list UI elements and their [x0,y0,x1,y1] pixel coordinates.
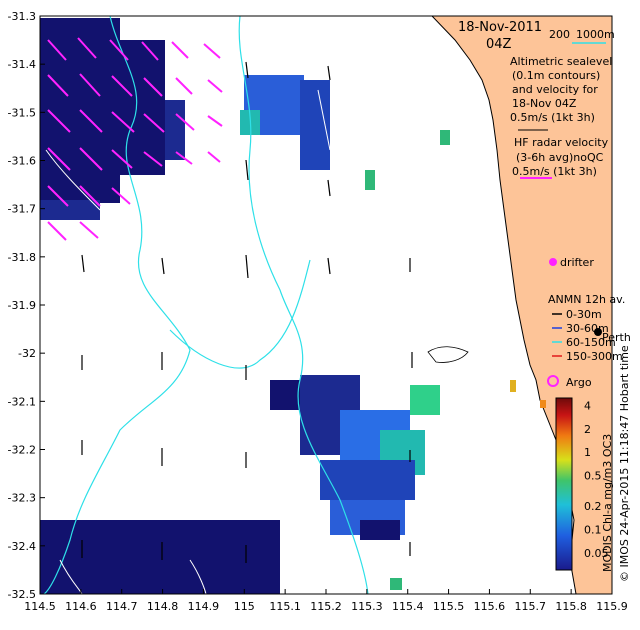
x-tick-label: 114.5 [24,600,56,613]
svg-text:(3-6h avg)noQC: (3-6h avg)noQC [516,151,604,164]
y-tick-label: -32.5 [8,588,36,601]
x-tick-label: 114.6 [65,600,97,613]
chlorophyll-field [40,18,546,594]
y-tick-label: -31.7 [8,203,36,216]
anmn-legend: ANMN 12h av. 0-30m 30-60m 60-150m 150-30… [548,293,625,363]
svg-text:0.5m/s (1kt 3h): 0.5m/s (1kt 3h) [512,165,597,178]
svg-text:150-300m: 150-300m [566,350,623,363]
svg-text:30-60m: 30-60m [566,322,609,335]
title-date: 18-Nov-2011 [458,20,542,35]
svg-text:60-150m: 60-150m [566,336,616,349]
x-tick-label: 115.7 [515,600,547,613]
x-tick-label: 115.1 [269,600,301,613]
altimetric-legend: Altimetric sealevel (0.1m contours) and … [510,55,612,131]
depth-1000-label: 1000m [576,28,615,41]
x-tick-label: 115.6 [474,600,506,613]
colorbar-tick-label: 4 [584,400,591,413]
x-tick-label: 115.5 [433,600,465,613]
credit-text: © IMOS 24-Apr-2015 11:18:47 Hobart time [618,345,631,582]
svg-text:Altimetric sealevel: Altimetric sealevel [510,55,612,68]
perth-marker [594,328,602,336]
y-tick-label: -31.5 [8,106,36,119]
svg-text:(0.1m contours): (0.1m contours) [512,69,600,82]
x-tick-label: 115.4 [392,600,424,613]
svg-text:HF radar velocity: HF radar velocity [514,136,609,149]
colorbar-tick-label: 0.2 [584,500,602,513]
x-tick-label: 115.3 [351,600,383,613]
colorbar-tick-label: 1 [584,446,591,459]
colorbar-tick-label: 0.5 [584,469,602,482]
x-tick-label: 114.8 [147,600,179,613]
colorbar-tick-label: 0.1 [584,524,602,537]
svg-text:ANMN 12h av.: ANMN 12h av. [548,293,625,306]
svg-text:and velocity for: and velocity for [512,83,598,96]
x-axis: 114.5 114.6 114.7 114.8 114.9 115 115.1 115.2 11… [24,589,628,613]
svg-text:0.5m/s (1kt 3h): 0.5m/s (1kt 3h) [510,111,595,124]
y-tick-label: -31.3 [8,10,36,23]
colorbar-tick-label: 2 [584,423,591,436]
y-tick-label: -32.4 [8,540,36,553]
drifter-label: drifter [560,256,594,269]
river-estuary [427,346,469,363]
colorbar-label: MODIS Chl-a mg/m3 OC3 [601,434,614,572]
y-tick-label: -32.2 [8,444,36,457]
svg-text:0-30m: 0-30m [566,308,602,321]
y-axis: -31.3 -31.4 -31.5 -31.6 -31.7 -31.8 -31.9 -32 -3… [8,10,45,601]
colorbar-tick-label: 0.05 [584,547,609,560]
svg-text:18-Nov 04Z: 18-Nov 04Z [512,97,577,110]
y-tick-label: -32.3 [8,492,36,505]
y-tick-label: -31.8 [8,251,36,264]
hf-radar-arrows [47,37,557,266]
x-tick-label: 115.9 [596,600,628,613]
y-tick-label: -31.6 [8,155,36,168]
x-tick-label: 115.2 [310,600,342,613]
argo-marker [547,375,559,387]
y-tick-label: -31.9 [8,299,36,312]
y-tick-label: -31.4 [8,58,36,71]
argo-label: Argo [566,376,592,389]
x-tick-label: 115.8 [555,600,587,613]
y-tick-label: -32 [18,347,36,360]
colorbar: 4 2 1 0.5 0.2 0.1 0.05 [555,397,609,571]
altimetric-arrows [81,61,413,563]
x-tick-label: 115 [234,600,255,613]
y-tick-label: -32.1 [8,395,36,408]
depth-200-label: 200 [549,28,570,41]
x-tick-label: 114.7 [106,600,138,613]
title-time: 04Z [486,37,512,52]
bathymetry-contours [43,16,369,594]
x-tick-label: 114.9 [188,600,220,613]
perth-label: Perth [602,331,631,344]
hf-radar-legend: HF radar velocity (3-6h avg)noQC 0.5m/s … [512,136,609,179]
